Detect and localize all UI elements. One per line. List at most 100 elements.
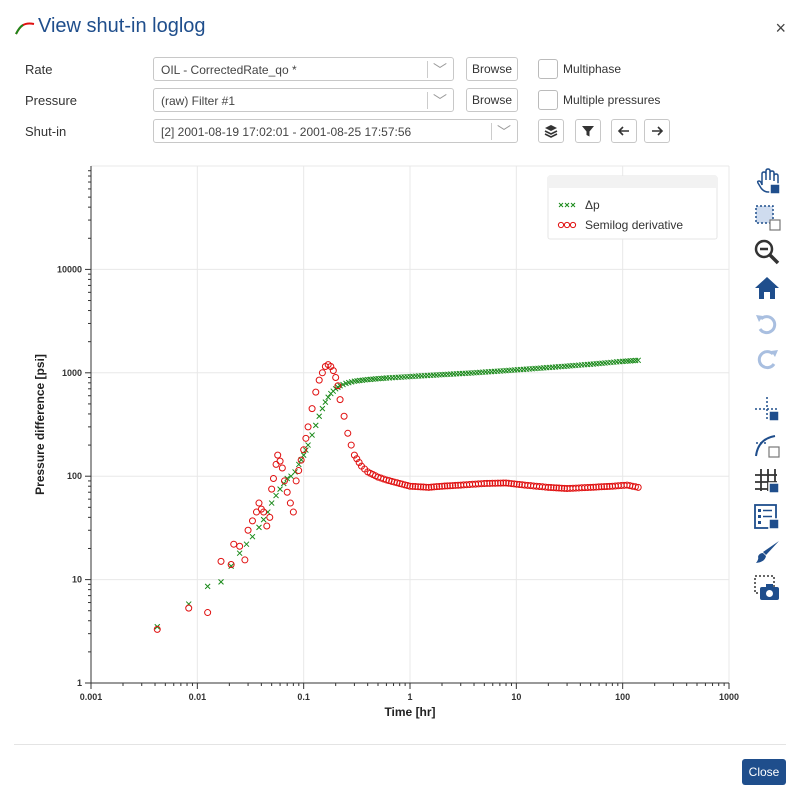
rate-label: Rate [25,62,53,77]
filter-button[interactable] [575,119,601,143]
dialog-titlebar: View shut-in loglog × [0,0,800,56]
derivative-point [336,396,344,404]
rate-select[interactable]: OIL - CorrectedRate_qo * ﹀ [153,57,454,81]
curve-select-icon[interactable] [753,431,781,459]
dp-point [236,550,243,557]
dp-point [319,405,326,412]
derivative-point [598,483,606,491]
chevron-down-icon[interactable]: ﹀ [433,62,447,78]
dp-point [309,432,315,438]
dp-point [268,500,275,506]
layers-button[interactable] [538,119,564,143]
close-icon[interactable]: × [775,18,786,38]
shutin-value: [2] 2001-08-19 17:02:01 - 2001-08-25 17:… [161,125,412,139]
derivative-point [483,479,491,487]
derivative-point [411,483,419,491]
pressure-browse-button[interactable]: Browse [466,88,518,112]
dp-point [300,452,307,458]
derivative-point [332,374,340,382]
dp-point [249,533,256,540]
derivative-point [435,482,443,490]
derivative-point [515,481,523,489]
derivative-point [480,479,488,487]
derivative-point [260,508,268,516]
derivative-point [555,484,563,492]
rate-browse-button[interactable]: Browse [466,57,518,81]
derivative-point [634,483,642,491]
derivative-point [255,499,263,507]
derivative-point [315,376,323,384]
pressure-value: (raw) Filter #1 [161,94,236,108]
derivative-point [425,483,433,491]
derivative-point [488,479,496,487]
legend-label: Δp [585,198,600,212]
home-icon[interactable] [753,274,781,302]
y-tick-label: 10 [72,575,82,585]
previous-button[interactable] [611,119,637,143]
dp-point [256,524,262,531]
derivative-point [409,482,417,490]
chevron-down-icon[interactable]: ﹀ [497,124,511,140]
legend-marker-derivative [557,221,565,229]
derivative-point [241,556,249,564]
multiphase-checkbox[interactable] [538,59,558,79]
multiple-pressures-checkbox[interactable] [538,90,558,110]
derivative-point [280,477,288,485]
dp-point [284,475,291,482]
dp-point [325,394,332,401]
close-button[interactable]: Close [742,759,786,785]
derivative-point [600,483,608,491]
derivative-point [427,483,435,491]
derivative-point [263,522,271,530]
derivative-point [266,513,274,521]
footer-divider [14,744,786,745]
loglog-chart[interactable]: 0.001 0.01 0.1 1 10 100 1000 1 10 100 1000 10000 Tim… [0,150,740,730]
derivative-point [283,488,291,496]
derivative-point [185,604,193,612]
pressure-select[interactable]: (raw) Filter #1 ﹀ [153,88,454,112]
derivative-point [446,482,454,490]
undo-icon[interactable] [753,310,781,338]
derivative-point [451,481,459,489]
derivative-point [587,483,595,491]
box-zoom-icon[interactable] [753,203,781,231]
brush-icon[interactable] [753,538,781,566]
derivative-point [334,382,342,390]
derivative-point [491,479,499,487]
pan-icon[interactable] [753,167,781,195]
dp-point [277,486,283,492]
derivative-point [297,456,305,464]
derivative-point [244,526,252,534]
curve-logo-icon [15,22,35,35]
derivative-point [286,499,294,507]
rate-value: OIL - CorrectedRate_qo * [161,63,297,77]
legend-icon[interactable] [753,503,781,531]
shutin-select[interactable]: [2] 2001-08-19 17:02:01 - 2001-08-25 17:… [153,119,518,143]
derivative-point [631,483,639,491]
arrow-left-icon [617,126,629,136]
chevron-down-icon[interactable]: ﹀ [433,93,447,109]
derivative-point [204,609,212,617]
zoom-out-icon[interactable] [753,238,781,266]
derivative-point [499,479,507,487]
camera-icon[interactable] [753,574,781,602]
derivative-point [340,412,348,420]
crosshair-icon[interactable] [753,395,781,423]
x-tick-label: 0.001 [80,692,103,702]
derivative-point [274,451,282,459]
derivative-point [414,483,422,491]
redo-icon[interactable] [753,345,781,373]
derivative-point [422,483,430,491]
dp-point [635,357,642,364]
x-tick-label: 1000 [719,692,739,702]
derivative-point [236,542,244,550]
grid-icon[interactable] [753,467,781,495]
derivative-point [589,483,597,491]
legend-marker-derivative [563,221,571,229]
derivative-point [278,464,286,472]
next-button[interactable] [644,119,670,143]
shutin-label: Shut-in [25,124,67,139]
derivative-point [312,388,320,396]
dp-point [243,541,250,548]
dialog-title: View shut-in loglog [38,15,206,37]
